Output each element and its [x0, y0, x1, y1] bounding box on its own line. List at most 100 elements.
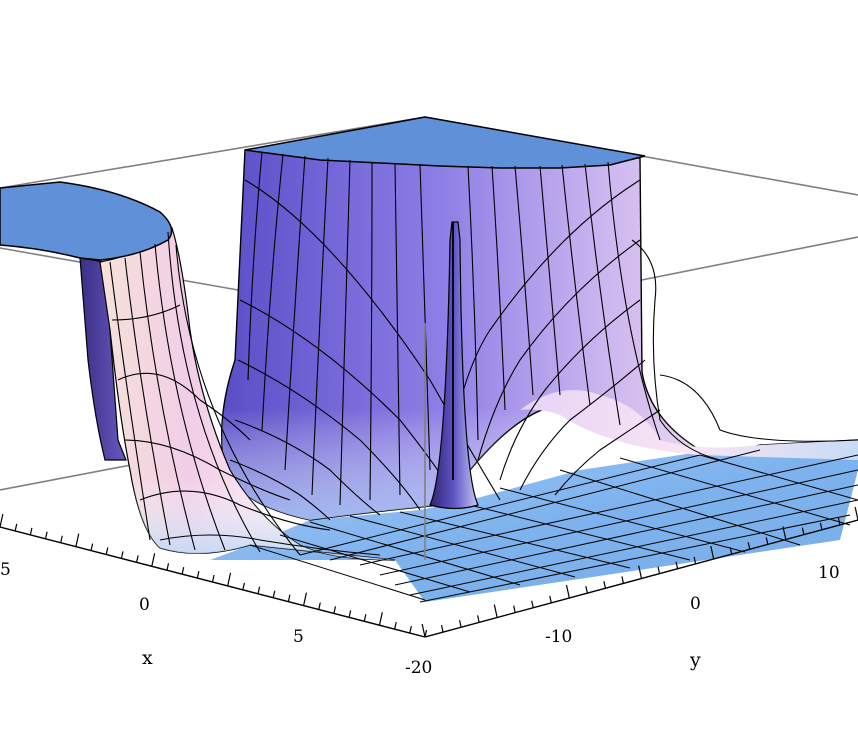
- y-tick-label: 0: [690, 594, 701, 614]
- axis-tick: [302, 592, 308, 606]
- axis-tick: [729, 546, 733, 555]
- axis-tick: [565, 584, 570, 599]
- axis-tick: [513, 605, 516, 613]
- axis-tick: [105, 547, 109, 555]
- mesh-line: [659, 374, 858, 442]
- mesh-line: [124, 439, 291, 501]
- axis-tick: [333, 606, 337, 614]
- axis-tick: [549, 595, 552, 604]
- surface-ridge-right: [520, 390, 858, 460]
- mesh-line: [631, 239, 721, 461]
- axis-tick: [493, 604, 498, 618]
- axis-tick: [181, 567, 185, 575]
- mesh-line: [309, 521, 521, 586]
- mesh-line: [139, 251, 196, 551]
- x-axis-title: x: [142, 647, 153, 669]
- axis-tick: [585, 585, 588, 594]
- axis-tick: [166, 563, 170, 571]
- axis-tick: [747, 542, 751, 550]
- axis-tick: [0, 513, 4, 528]
- axis-tick: [440, 624, 444, 633]
- axis-tick: [801, 527, 805, 535]
- axis-tick: [151, 553, 156, 567]
- axis-tick: [621, 576, 625, 584]
- axis-tick: [421, 623, 426, 638]
- axis-tick: [394, 622, 397, 630]
- mesh-line: [111, 304, 181, 321]
- mesh-line: [394, 162, 401, 496]
- mesh-line: [419, 514, 851, 603]
- mesh-line: [329, 449, 761, 561]
- axis-tick: [75, 533, 80, 547]
- mesh-line: [491, 165, 506, 411]
- mesh-line: [467, 165, 479, 441]
- axis-tick: [710, 545, 715, 560]
- axis-tick: [287, 594, 291, 602]
- mesh-line: [584, 163, 621, 426]
- mesh-line: [619, 457, 851, 526]
- mesh-line: [561, 164, 591, 406]
- mesh-line: [234, 419, 381, 516]
- x-tick-label: 5: [293, 627, 304, 647]
- mesh-line: [539, 165, 561, 396]
- mesh-line: [449, 499, 691, 561]
- axis-tick: [272, 590, 276, 598]
- mesh-line: [379, 469, 858, 576]
- x-axis-ticks: [0, 513, 428, 638]
- x-tick-label: 0: [139, 595, 150, 615]
- mesh-line: [699, 454, 858, 501]
- axis-tick: [44, 531, 48, 539]
- mesh-floor: [249, 449, 858, 603]
- y-tick-label: -10: [545, 627, 572, 647]
- mesh-line: [399, 511, 631, 569]
- mesh-line: [109, 261, 151, 541]
- mesh-line: [244, 179, 501, 501]
- axis-tick: [603, 581, 607, 589]
- mesh-line: [279, 534, 471, 593]
- plateau-left-cap: [0, 181, 173, 261]
- mesh-line: [454, 179, 641, 421]
- axis-tick: [242, 582, 245, 590]
- axis-tick: [60, 535, 63, 543]
- mesh-line: [124, 257, 171, 546]
- mesh-line: [394, 484, 858, 586]
- mesh-line: [514, 165, 534, 396]
- axis-tick: [348, 610, 352, 618]
- axis-tick: [257, 586, 261, 594]
- mesh-line: [167, 231, 261, 553]
- mesh-line: [229, 459, 331, 521]
- mesh-line: [419, 163, 431, 471]
- mesh-line: [499, 487, 746, 553]
- mesh-back-wall: [229, 151, 858, 521]
- axis-tick: [211, 574, 215, 583]
- axis-tick: [819, 522, 823, 530]
- mesh-line: [249, 544, 426, 601]
- axis-tick: [837, 517, 841, 526]
- mesh-left-wall: [109, 231, 381, 556]
- axis-tick: [14, 523, 18, 532]
- axis-tick: [693, 556, 697, 565]
- axis-tick: [765, 537, 769, 545]
- y-axis-title: y: [689, 649, 701, 671]
- mesh-line: [499, 299, 641, 481]
- mesh-line: [369, 161, 373, 501]
- axis-tick: [318, 602, 321, 610]
- surface-left-wall-shade: [100, 228, 395, 560]
- surface-left-side-face: [79, 257, 127, 461]
- mesh-line: [237, 359, 421, 511]
- axis-tick: [227, 572, 232, 587]
- x-tick-label: 5: [0, 560, 11, 580]
- mesh-line: [247, 151, 263, 381]
- mesh-line: [359, 454, 858, 566]
- axis-tick: [409, 625, 412, 634]
- mesh-line: [154, 243, 226, 551]
- axis-tick: [136, 555, 139, 563]
- mesh-line: [559, 469, 801, 546]
- mesh-line: [349, 515, 576, 578]
- axis-tick: [120, 551, 124, 559]
- axis-tick: [638, 565, 643, 579]
- axis-tick: [363, 614, 367, 622]
- mesh-line: [284, 155, 306, 471]
- axis-tick: [90, 543, 94, 551]
